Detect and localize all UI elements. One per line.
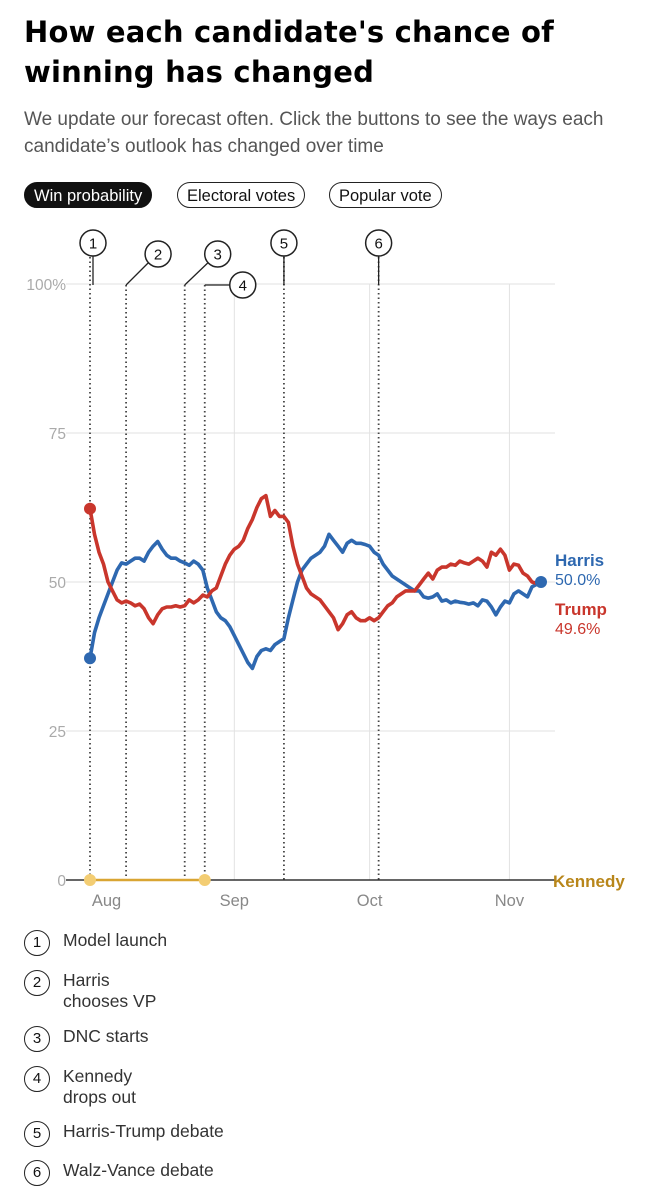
legend-label: Harris-Trump debate — [63, 1121, 224, 1141]
legend-item-5: 5 Harris-Trump debate — [24, 1121, 323, 1147]
legend-item-2: 2 Harris chooses VP — [24, 970, 173, 1012]
legend-label: Walz-Vance debate — [63, 1160, 214, 1180]
event-marker-number: 4 — [239, 278, 247, 295]
harris-end-point — [535, 576, 547, 588]
harris-series-label: Harris — [555, 551, 604, 570]
y-tick-label: 75 — [49, 426, 66, 443]
event-marker-number: 3 — [214, 247, 222, 264]
event-number-badge: 2 — [24, 970, 50, 996]
event-number-badge: 6 — [24, 1160, 50, 1186]
x-tick-label: Sep — [220, 892, 249, 910]
event-marker-number: 1 — [89, 236, 97, 253]
legend-label: Kennedy drops out — [63, 1066, 136, 1107]
legend-label: Harris chooses VP — [63, 970, 157, 1011]
event-number-badge: 3 — [24, 1026, 50, 1052]
trump-end-value: 49.6% — [555, 621, 600, 638]
kennedy-start-point — [84, 874, 96, 886]
win-probability-chart: 0 25 50 75 100% Aug Sep Oct Nov 1 2 34 5 6 Harris 50.0%… — [26, 229, 625, 910]
event-number-badge: 1 — [24, 930, 50, 956]
y-tick-label: 100% — [26, 277, 66, 294]
page-title: How each candidate's chance of winning h… — [24, 15, 554, 89]
y-tick-label: 25 — [49, 724, 66, 741]
event-number-badge: 5 — [24, 1121, 50, 1147]
tab-popular-vote[interactable]: Popular vote — [329, 182, 442, 208]
kennedy-series-label: Kennedy — [553, 872, 625, 891]
x-tick-label: Nov — [495, 892, 525, 910]
series-line-harris — [88, 532, 543, 671]
trump-start-point — [84, 502, 96, 515]
harris-start-point — [84, 652, 96, 665]
event-marker-number: 5 — [280, 236, 288, 253]
legend-item-6: 6 Walz-Vance debate — [24, 1160, 323, 1186]
tab-electoral-votes[interactable]: Electoral votes — [177, 182, 306, 208]
event-marker-2 — [144, 240, 172, 268]
harris-end-value: 50.0% — [555, 572, 600, 589]
event-marker-4 — [229, 271, 257, 299]
x-tick-label: Aug — [92, 892, 121, 910]
event-marker-5 — [270, 229, 298, 257]
event-marker-1 — [79, 229, 107, 257]
legend-item-4: 4 Kennedy drops out — [24, 1066, 153, 1108]
event-marker-3 — [203, 240, 232, 268]
series-line-trump — [88, 493, 543, 632]
event-number-badge: 4 — [24, 1066, 50, 1092]
kennedy-end-point — [198, 874, 211, 886]
page-subtitle: We update our forecast often. Click the … — [24, 109, 604, 157]
x-tick-label: Oct — [357, 892, 383, 910]
legend-label: DNC starts — [63, 1026, 149, 1046]
tab-win-probability[interactable]: Win probability — [24, 182, 153, 208]
y-tick-label: 0 — [57, 873, 66, 890]
event-marker-6 — [364, 229, 393, 257]
legend-item-1: 1 Model launch — [24, 930, 323, 956]
event-leader — [125, 262, 149, 286]
event-marker-number: 2 — [154, 247, 162, 264]
legend-item-3: 3 DNC starts — [24, 1026, 323, 1052]
event-leader — [184, 262, 209, 286]
y-tick-label: 50 — [49, 575, 67, 592]
event-marker-number: 6 — [374, 236, 382, 253]
trump-series-label: Trump — [555, 600, 607, 619]
legend-label: Model launch — [63, 930, 168, 950]
